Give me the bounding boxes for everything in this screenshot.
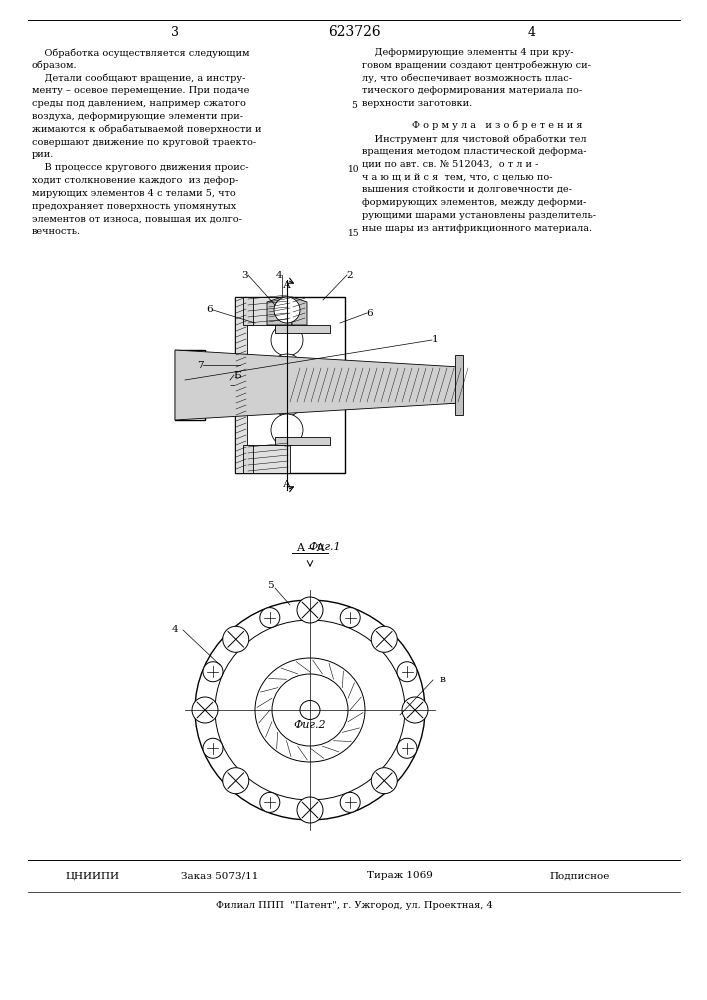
Circle shape (259, 792, 280, 812)
Circle shape (297, 797, 323, 823)
Text: предохраняет поверхность упомянутых: предохраняет поверхность упомянутых (32, 202, 236, 211)
Ellipse shape (255, 658, 365, 762)
Circle shape (271, 354, 303, 386)
Text: менту – осевое перемещение. При подаче: менту – осевое перемещение. При подаче (32, 86, 250, 95)
Text: Б: Б (233, 370, 241, 379)
Circle shape (397, 662, 417, 682)
Text: 4: 4 (528, 25, 536, 38)
Bar (235, 297, 345, 473)
Text: жимаются к обрабатываемой поверхности и: жимаются к обрабатываемой поверхности и (32, 125, 262, 134)
Text: Фиг.2: Фиг.2 (293, 720, 327, 730)
Ellipse shape (215, 620, 405, 800)
Polygon shape (267, 297, 292, 325)
Text: В процессе кругового движения проис-: В процессе кругового движения проис- (32, 163, 248, 172)
Bar (247, 445, 290, 473)
Text: 4: 4 (276, 270, 282, 279)
Text: вращения методом пластической деформа-: вращения методом пластической деформа- (362, 147, 587, 156)
Text: 623726: 623726 (327, 25, 380, 39)
Text: Заказ 5073/11: Заказ 5073/11 (181, 871, 259, 880)
Text: Фиг.1: Фиг.1 (309, 542, 341, 552)
Text: верхности заготовки.: верхности заготовки. (362, 99, 472, 108)
Circle shape (271, 384, 303, 416)
Text: А: А (283, 480, 291, 489)
Circle shape (297, 597, 323, 623)
Text: формирующих элементов, между деформи-: формирующих элементов, между деформи- (362, 198, 586, 207)
Ellipse shape (272, 674, 348, 746)
Text: среды под давлением, например сжатого: среды под давлением, например сжатого (32, 99, 246, 108)
Polygon shape (175, 350, 460, 420)
Circle shape (274, 297, 300, 323)
Circle shape (371, 626, 397, 652)
Text: Деформирующие элементы 4 при кру-: Деформирующие элементы 4 при кру- (362, 48, 573, 57)
Circle shape (223, 626, 249, 652)
Circle shape (271, 324, 303, 356)
Circle shape (402, 697, 428, 723)
Bar (247, 297, 290, 325)
Circle shape (340, 792, 360, 812)
Text: A – A: A – A (296, 543, 325, 553)
Text: 3: 3 (171, 25, 179, 38)
Text: ходит столкновение каждого  из дефор-: ходит столкновение каждого из дефор- (32, 176, 238, 185)
Bar (205, 360, 230, 410)
Circle shape (371, 768, 397, 794)
Bar (287, 367, 460, 403)
Text: вечность.: вечность. (32, 227, 81, 236)
Bar (275, 437, 330, 445)
Text: 5: 5 (267, 580, 274, 589)
Text: Детали сообщают вращение, а инстру-: Детали сообщают вращение, а инстру- (32, 74, 245, 83)
Circle shape (340, 608, 360, 628)
Text: образом.: образом. (32, 61, 78, 70)
Text: А: А (283, 281, 291, 290)
Ellipse shape (300, 700, 320, 720)
Text: 10: 10 (349, 165, 360, 174)
Text: Тираж 1069: Тираж 1069 (367, 871, 433, 880)
Circle shape (271, 414, 303, 446)
Text: Подписное: Подписное (550, 871, 610, 880)
Bar (243, 297, 253, 325)
Text: ции по авт. св. № 512043,  о т л и -: ции по авт. св. № 512043, о т л и - (362, 160, 538, 169)
Circle shape (192, 697, 218, 723)
Text: Филиал ППП  "Патент", г. Ужгород, ул. Проектная, 4: Филиал ППП "Патент", г. Ужгород, ул. Про… (216, 902, 492, 910)
Text: 7: 7 (197, 360, 204, 369)
Text: 15: 15 (348, 229, 360, 238)
Bar (275, 325, 330, 333)
Text: тического деформирования материала по-: тического деформирования материала по- (362, 86, 582, 95)
Text: рии.: рии. (32, 150, 54, 159)
Bar (175, 350, 205, 420)
Text: мирующих элементов 4 с телами 5, что: мирующих элементов 4 с телами 5, что (32, 189, 235, 198)
Text: лу, что обеспечивает возможность плас-: лу, что обеспечивает возможность плас- (362, 74, 572, 83)
Circle shape (223, 768, 249, 794)
Text: 2: 2 (346, 270, 354, 279)
Text: Обработка осуществляется следующим: Обработка осуществляется следующим (32, 48, 250, 57)
Bar (243, 445, 253, 473)
Text: Ф о р м у л а   и з о б р е т е н и я: Ф о р м у л а и з о б р е т е н и я (412, 120, 583, 129)
Bar (235, 297, 247, 473)
Text: 6: 6 (367, 308, 373, 318)
Text: 5: 5 (351, 101, 357, 110)
Circle shape (203, 738, 223, 758)
Text: в: в (440, 676, 446, 684)
Text: воздуха, деформирующие элементи при-: воздуха, деформирующие элементи при- (32, 112, 243, 121)
Text: Инструмент для чистовой обработки тел: Инструмент для чистовой обработки тел (362, 134, 587, 143)
Text: рующими шарами установлены разделитель-: рующими шарами установлены разделитель- (362, 211, 596, 220)
Text: элементов от износа, повышая их долго-: элементов от износа, повышая их долго- (32, 214, 242, 223)
Text: вышения стойкости и долговечности де-: вышения стойкости и долговечности де- (362, 185, 572, 194)
Text: совершают движение по круговой траекто-: совершают движение по круговой траекто- (32, 138, 256, 147)
Text: ЦНИИПИ: ЦНИИПИ (65, 871, 119, 880)
Polygon shape (292, 297, 307, 325)
Text: 3: 3 (242, 270, 248, 279)
Circle shape (397, 738, 417, 758)
Text: ч а ю щ и й с я  тем, что, с целью по-: ч а ю щ и й с я тем, что, с целью по- (362, 172, 552, 181)
Ellipse shape (195, 600, 425, 820)
Text: 6: 6 (206, 306, 214, 314)
Bar (455, 355, 463, 415)
Text: ные шары из антифрикционного материала.: ные шары из антифрикционного материала. (362, 224, 592, 233)
Circle shape (259, 608, 280, 628)
Text: 1: 1 (432, 336, 438, 344)
Circle shape (203, 662, 223, 682)
Text: 4: 4 (172, 626, 178, 635)
Text: говом вращении создают центробежную си-: говом вращении создают центробежную си- (362, 61, 591, 70)
